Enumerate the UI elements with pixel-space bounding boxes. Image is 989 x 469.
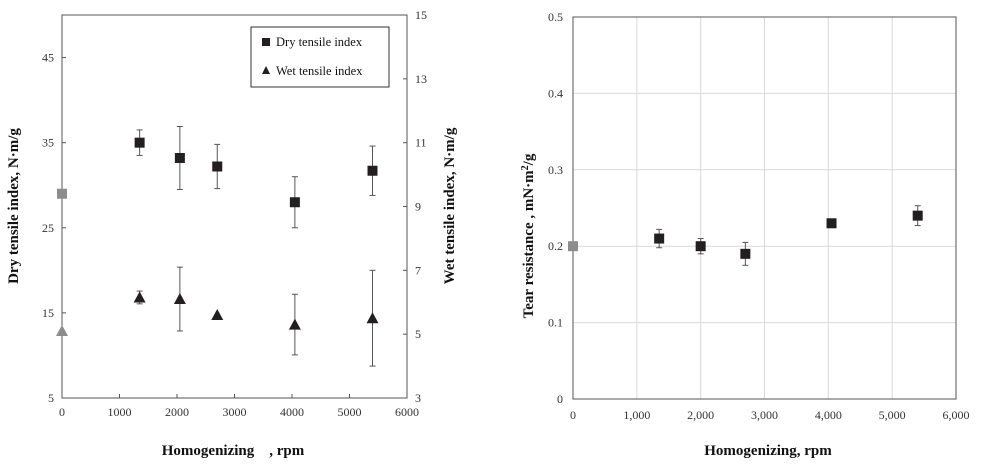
right-y-tick-label: 0.5 <box>548 10 563 24</box>
right-x-tick-label: 1,000 <box>623 408 650 422</box>
left-y-ticks-left: 5 15 25 35 45 <box>42 51 66 405</box>
left-y-tick-label: 35 <box>42 136 54 150</box>
legend-dry-square-icon <box>262 38 270 46</box>
left-y-tick-label: 15 <box>42 306 54 320</box>
left-x-axis-title: Homogenizing , rpm <box>162 443 305 459</box>
dry-point <box>289 197 300 208</box>
right-x-tick-label: 4,000 <box>815 408 842 422</box>
right-x-tick-label: 3,000 <box>751 408 778 422</box>
tear-point <box>912 210 923 221</box>
left-y-axis-title: Dry tensile index, N·m/g <box>6 128 22 284</box>
tear-y-axis-title-tail: /g <box>521 153 537 166</box>
tear-point <box>740 248 751 259</box>
wet-point <box>211 309 224 321</box>
tear-point <box>568 241 578 252</box>
wet-point <box>173 293 186 305</box>
dry-point <box>212 161 223 172</box>
left-x-tick-label: 0 <box>59 405 65 419</box>
tear-y-axis-title: Tear resistance , mN·m2/g <box>520 153 538 318</box>
left-y-tick-label: 5 <box>48 391 54 405</box>
tear-point <box>826 218 837 229</box>
right-x-tick-label: 5,000 <box>879 408 906 422</box>
left-data-marks <box>56 125 379 367</box>
right-y-tick-label: 5 <box>415 327 421 341</box>
wet-point <box>288 318 301 330</box>
right-y-tick-label: 0 <box>557 392 563 406</box>
legend-wet-label: Wet tensile index <box>276 64 363 78</box>
right-y-tick-label: 9 <box>415 200 421 214</box>
left-x-tick-label: 4000 <box>280 405 304 419</box>
right-y-tick-label: 0.4 <box>548 86 563 100</box>
right-x-axis-title: Homogenizing, rpm <box>704 443 832 459</box>
legend: Dry tensile index Wet tensile index <box>250 26 390 88</box>
right-y-tick-label: 13 <box>415 72 427 86</box>
left-y-ticks-right: 3 5 7 9 11 13 15 <box>403 8 427 405</box>
tear-point <box>654 233 665 244</box>
dry-point <box>174 152 185 163</box>
right-y-tick-label: 0.3 <box>548 163 563 177</box>
wet-point <box>56 324 68 336</box>
left-y-tick-label: 45 <box>42 51 54 65</box>
right-x-ticks: 0 1,000 2,000 3,000 4,000 5,000 6,000 <box>570 408 970 422</box>
right-gridlines <box>572 16 957 400</box>
legend-box <box>250 26 390 88</box>
right-x-tick-label: 2,000 <box>687 408 714 422</box>
left-x-tick-label: 6000 <box>395 405 419 419</box>
right-y-tick-label: 11 <box>415 136 427 150</box>
right-y-tick-label: 7 <box>415 263 421 277</box>
left-x-tick-label: 1000 <box>108 405 132 419</box>
right-y-ticks: 0 0.1 0.2 0.3 0.4 0.5 <box>548 10 563 406</box>
right-x-tick-label: 6,000 <box>943 408 970 422</box>
left-x-tick-label: 3000 <box>223 405 247 419</box>
right-y-tick-label: 0.2 <box>548 239 563 253</box>
tear-point <box>695 241 706 252</box>
right-y-tick-label: 15 <box>415 8 427 22</box>
wet-point <box>133 291 146 303</box>
left-y-tick-label: 25 <box>42 221 54 235</box>
dry-point <box>367 165 378 176</box>
legend-wet-triangle-icon <box>262 66 270 74</box>
right-y-tick-label: 3 <box>415 391 421 405</box>
right-plot-frame <box>572 16 957 400</box>
left-x-tick-label: 2000 <box>165 405 189 419</box>
legend-dry-label: Dry tensile index <box>276 35 363 49</box>
tear-y-axis-title-superscript: 2 <box>520 165 531 170</box>
dry-point <box>57 188 67 199</box>
right-x-tick-label: 0 <box>570 408 576 422</box>
right-y-axis-title: Wet tensile index, N·m/g <box>442 127 458 284</box>
dry-point <box>134 137 145 148</box>
wet-point <box>366 312 379 324</box>
left-x-tick-label: 5000 <box>338 405 362 419</box>
tear-y-axis-title-main: Tear resistance , mN·m <box>521 170 537 319</box>
right-y-tick-label: 0.1 <box>548 316 563 330</box>
right-data-marks <box>568 205 923 266</box>
left-x-ticks: 0 1000 2000 3000 4000 5000 6000 <box>59 394 419 419</box>
right-chart: 0 1,000 2,000 3,000 4,000 5,000 6,000 00.10.20… <box>520 10 970 459</box>
